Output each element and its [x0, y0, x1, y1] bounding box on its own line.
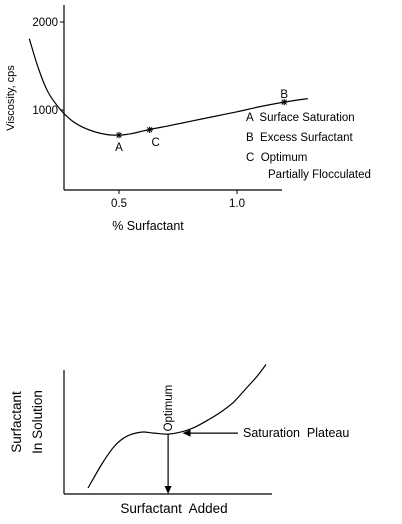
- viscosity-legend: A Surface Saturation B Excess Surfactant…: [246, 112, 371, 181]
- optimum-label: Optimum: [163, 385, 175, 432]
- point-b-label: B: [280, 89, 288, 101]
- point-b-marker: [281, 98, 288, 106]
- saturation-arrow-head: [182, 429, 191, 437]
- x-tick-label: 1.0: [229, 198, 245, 210]
- solution-y-axis-title-line1: Surfactant: [9, 391, 24, 453]
- y-tick-label: 1000: [32, 105, 58, 117]
- surfactant-solution-curve: [87, 364, 267, 489]
- viscosity-x-axis-title: % Surfactant: [112, 219, 184, 233]
- point-c-label: C: [152, 137, 160, 149]
- legend-entry-a: A Surface Saturation: [246, 112, 355, 124]
- solution-y-axis-title-line2: In Solution: [30, 390, 45, 454]
- x-tick-label: 0.5: [111, 198, 127, 210]
- y-tick-label: 2000: [32, 17, 58, 29]
- viscosity-y-axis-title: Viscosity, cps: [5, 65, 17, 131]
- solution-x-axis-title: Surfactant Added: [120, 501, 227, 516]
- viscosity-chart: 2000 1000 0.5 1.0 A C B Viscosity, cps % Sur…: [5, 5, 371, 233]
- legend-entry-c-detail: Partially Flocculated: [268, 169, 371, 181]
- point-a-label: A: [115, 142, 123, 154]
- optimum-arrow-head: [164, 486, 172, 494]
- point-a-marker: [115, 131, 123, 139]
- solution-chart: Optimum Saturation Plateau Surfactant In…: [9, 364, 349, 516]
- saturation-plateau-label: Saturation Plateau: [243, 426, 349, 440]
- legend-entry-b: B Excess Surfactant: [246, 132, 354, 144]
- viscosity-curve: [28, 38, 308, 136]
- legend-entry-c: C Optimum: [246, 152, 307, 164]
- point-c-marker: [146, 126, 153, 133]
